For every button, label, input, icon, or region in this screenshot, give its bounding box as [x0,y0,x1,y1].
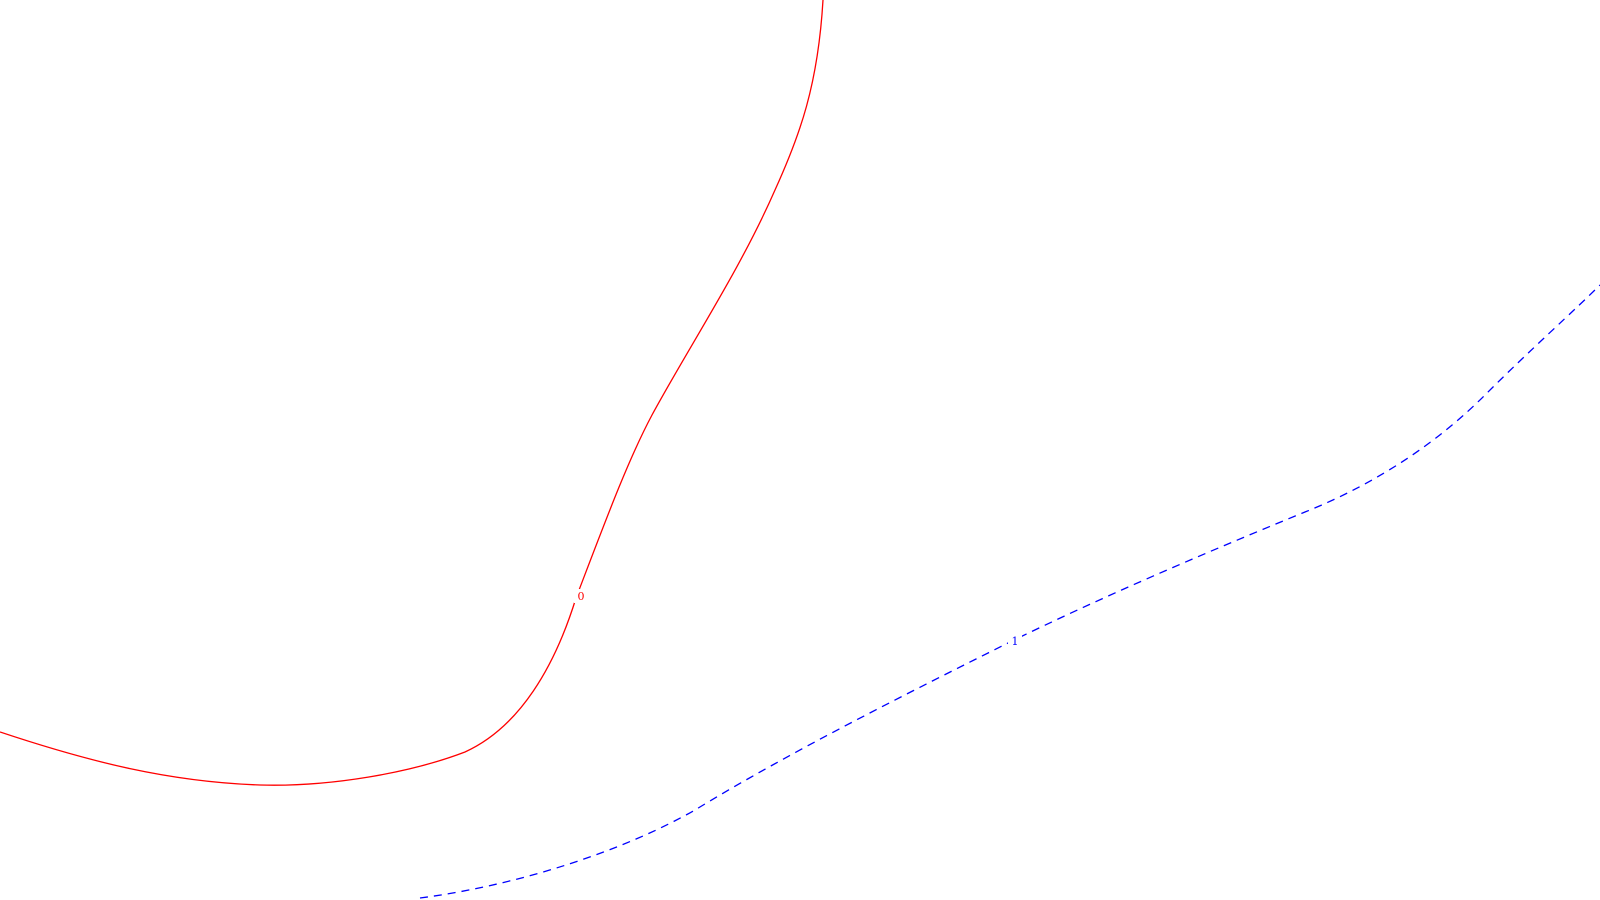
contour-line-0 [0,0,824,786]
contour-label-bg-0 [574,589,588,603]
contour-label-0: 0 [578,590,585,603]
contour-1: 1 [419,284,1600,899]
contour-label-bg-1 [1008,634,1022,648]
contour-line-1 [419,284,1600,899]
contour-label-1: 1 [1012,635,1019,648]
contour-0: 0 [0,0,824,786]
